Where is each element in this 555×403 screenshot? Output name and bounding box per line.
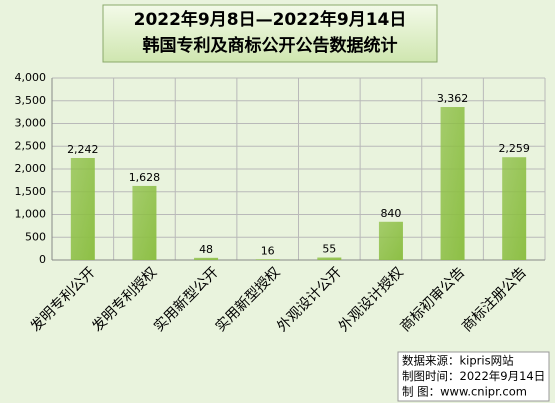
bar bbox=[378, 221, 403, 260]
bar bbox=[440, 107, 465, 261]
y-tick-label: 4,000 bbox=[15, 71, 47, 84]
y-tick-label: 1,500 bbox=[15, 185, 47, 198]
y-tick-label: 2,500 bbox=[15, 139, 47, 152]
value-label: 16 bbox=[261, 244, 275, 257]
value-label: 48 bbox=[199, 243, 213, 256]
bar bbox=[502, 157, 527, 260]
title-box bbox=[102, 4, 438, 63]
y-tick-label: 3,500 bbox=[15, 94, 47, 107]
bar bbox=[255, 259, 280, 260]
y-tick-label: 0 bbox=[39, 253, 46, 266]
y-tick-label: 500 bbox=[25, 230, 46, 243]
bar bbox=[194, 257, 219, 260]
value-label: 3,362 bbox=[437, 92, 469, 105]
value-label: 2,242 bbox=[67, 143, 99, 156]
chart-subtitle: 韩国专利及商标公开公告数据统计 bbox=[143, 35, 398, 56]
bar bbox=[317, 257, 342, 260]
y-tick-label: 3,000 bbox=[15, 117, 47, 130]
source-box bbox=[397, 351, 550, 402]
source-note: 制 图：www.cnipr.com bbox=[402, 385, 527, 399]
value-label: 1,628 bbox=[129, 171, 161, 184]
value-label: 55 bbox=[322, 242, 336, 255]
source-note: 数据来源：kipris网站 bbox=[402, 354, 514, 368]
source-note: 制图时间：2022年9月14日 bbox=[402, 369, 545, 383]
bar bbox=[70, 157, 95, 260]
y-tick-label: 2,000 bbox=[15, 162, 47, 175]
value-label: 840 bbox=[380, 207, 401, 220]
value-label: 2,259 bbox=[498, 142, 530, 155]
bar bbox=[132, 185, 157, 260]
y-tick-label: 1,000 bbox=[15, 208, 47, 221]
chart-title: 2022年9月8日—2022年9月14日 bbox=[134, 9, 407, 30]
